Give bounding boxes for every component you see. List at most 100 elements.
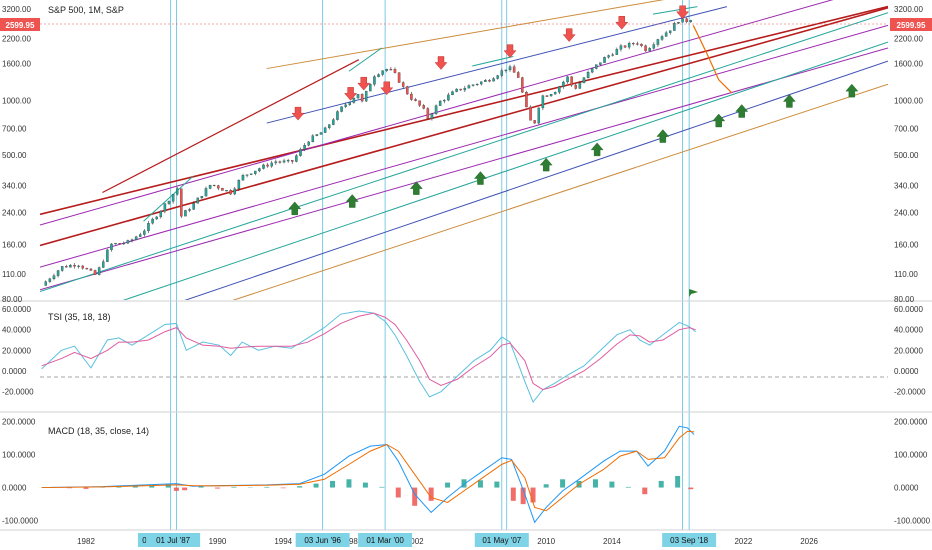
date-marker-label: 03 Sep '18 (670, 536, 709, 545)
x-tick-label: 2010 (537, 537, 555, 546)
trendline (348, 47, 383, 72)
candle (480, 81, 483, 85)
candle (48, 278, 52, 282)
candle (443, 99, 446, 102)
date-marker-badge (146, 533, 201, 547)
candle (138, 234, 142, 237)
trendline (266, 6, 728, 124)
macd-histogram-bar (609, 481, 615, 488)
candle (516, 72, 520, 78)
macd-histogram-bar (688, 487, 694, 490)
trendline (40, 24, 888, 268)
down-arrow-icon (503, 44, 517, 58)
candle (155, 216, 158, 220)
candle (603, 57, 606, 63)
trendlines (40, 0, 888, 300)
price-badge-left (0, 18, 40, 31)
macd-histogram-bar (330, 480, 336, 488)
y-tick-left: 340.00 (2, 181, 27, 190)
macd-histogram-bar (362, 482, 368, 488)
candle (471, 84, 475, 86)
macd-histogram-bar (477, 480, 483, 488)
macd-histogram-bar (494, 481, 500, 488)
candle (295, 155, 298, 162)
candle (245, 174, 249, 176)
candle (545, 95, 549, 97)
trendline (40, 0, 834, 226)
up-arrow-icon (735, 104, 749, 118)
candle (549, 94, 553, 97)
candle (52, 275, 56, 280)
candle (558, 86, 561, 93)
macd-histogram-bar (560, 479, 566, 488)
candle (225, 190, 228, 192)
candle (632, 43, 635, 45)
date-marker-badge (662, 533, 717, 547)
y-tick-right: 200.0000 (894, 417, 928, 426)
macd-histogram-bar (182, 487, 188, 491)
candle (130, 239, 134, 241)
up-arrow-icon (288, 201, 302, 216)
candle (106, 249, 109, 262)
y-tick-left: 700.00 (2, 124, 27, 133)
candle (525, 92, 528, 108)
projection-line (692, 25, 733, 94)
up-arrow-icon (656, 129, 670, 143)
x-tick-label: 1990 (209, 537, 227, 546)
down-arrow-icon (357, 76, 371, 91)
candle (590, 68, 594, 73)
y-tick-right: 160.00 (894, 241, 919, 250)
candle (660, 36, 664, 40)
candle (385, 69, 389, 71)
macd-histogram-bar (132, 486, 138, 488)
signal-arrows (288, 5, 859, 297)
y-tick-left: 2200.00 (2, 34, 31, 43)
macd-histogram-bar (280, 487, 286, 489)
date-marker-badge (474, 533, 529, 547)
candle (648, 48, 651, 52)
candle (430, 113, 434, 119)
macd-histogram-bar (173, 487, 179, 491)
candle (270, 162, 273, 167)
candle (599, 62, 602, 65)
macd-histogram-bar (658, 480, 664, 488)
candle (163, 203, 167, 212)
y-tick-right: 500.00 (894, 151, 919, 160)
candle (274, 161, 278, 164)
candle (562, 81, 565, 87)
candle (323, 127, 327, 133)
candle (93, 270, 97, 275)
candle (151, 218, 154, 224)
y-tick-left: 80.00 (2, 295, 23, 304)
candle (574, 84, 578, 89)
price-badge-right-text: 2599.95 (897, 21, 926, 30)
price-pane (40, 0, 888, 300)
candle (184, 210, 187, 217)
candle (97, 267, 101, 275)
candle (159, 210, 163, 218)
candle (85, 268, 89, 270)
y-tick-right: 110.00 (894, 270, 918, 279)
candle (266, 164, 269, 167)
candle (406, 86, 409, 95)
candle (204, 188, 208, 197)
candle (233, 188, 236, 195)
up-arrow-icon (712, 113, 726, 128)
trendline (40, 47, 888, 291)
y-tick-right: 1000.00 (894, 96, 923, 105)
macd-histogram-bar (198, 486, 204, 488)
candle (467, 85, 471, 89)
macd-series-line (41, 430, 695, 512)
candle (636, 43, 639, 45)
candle (307, 141, 310, 146)
candle (118, 243, 121, 245)
candle (553, 92, 557, 95)
candle (492, 78, 495, 82)
y-tick-left: 110.00 (2, 270, 26, 279)
candle (447, 94, 450, 101)
down-arrow-icon (562, 28, 576, 42)
candle (586, 71, 590, 79)
candle (529, 106, 532, 121)
tsi-title: TSI (35, 18, 18) (48, 312, 111, 322)
